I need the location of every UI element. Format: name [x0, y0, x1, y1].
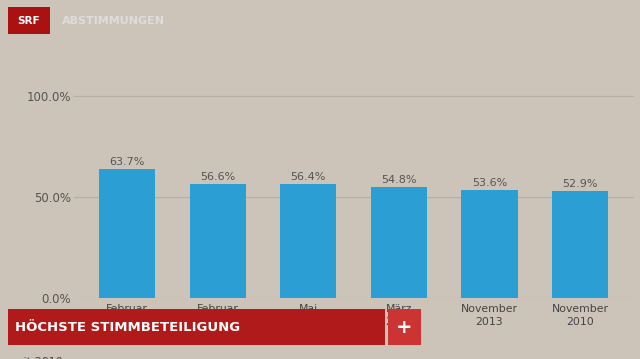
Text: 56.6%: 56.6% — [200, 172, 236, 182]
Bar — [99, 169, 156, 298]
Text: 56.4%: 56.4% — [291, 172, 326, 182]
Text: 63.7%: 63.7% — [109, 157, 145, 167]
Text: 54.8%: 54.8% — [381, 175, 417, 185]
Bar — [280, 184, 337, 298]
Text: HÖCHSTE STIMMBETEILIGUNG: HÖCHSTE STIMMBETEILIGUNG — [15, 321, 241, 334]
Text: SRF: SRF — [17, 16, 40, 25]
Text: +: + — [396, 318, 413, 337]
Bar — [189, 184, 246, 298]
Text: 53.6%: 53.6% — [472, 178, 507, 188]
Text: 52.9%: 52.9% — [563, 179, 598, 189]
Text: seit 2010: seit 2010 — [11, 356, 63, 359]
Bar — [371, 187, 427, 298]
Bar — [552, 191, 608, 298]
Bar — [461, 190, 518, 298]
Text: ABSTIMMUNGEN: ABSTIMMUNGEN — [61, 16, 164, 25]
